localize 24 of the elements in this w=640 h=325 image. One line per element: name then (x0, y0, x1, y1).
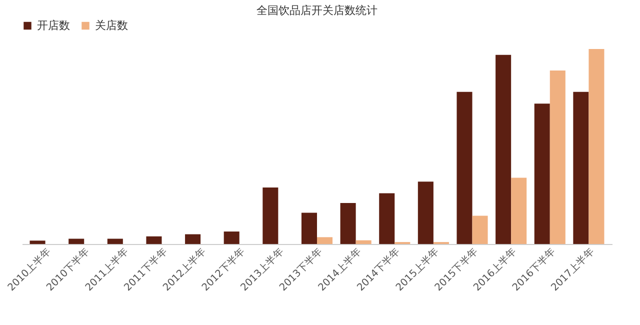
bar (573, 92, 589, 244)
bar (534, 104, 550, 244)
bar (262, 187, 278, 244)
bar (379, 193, 395, 244)
bar (496, 54, 512, 244)
bar (185, 234, 201, 244)
legend-label: 关店数 (95, 18, 128, 32)
bar (301, 212, 317, 244)
bar (340, 203, 356, 244)
bar (588, 49, 604, 244)
bar (418, 182, 434, 244)
bar (107, 238, 123, 244)
bar (550, 70, 566, 244)
legend-label: 开店数 (37, 18, 70, 32)
bar (224, 232, 240, 244)
bar (472, 216, 488, 244)
bar (456, 92, 472, 244)
chart-title: 全国饮品店开关店数统计 (256, 4, 378, 17)
bar (511, 178, 527, 244)
bar (146, 236, 162, 244)
bar (356, 240, 372, 244)
bar (30, 240, 46, 244)
bar (317, 237, 333, 244)
bar (68, 238, 84, 244)
